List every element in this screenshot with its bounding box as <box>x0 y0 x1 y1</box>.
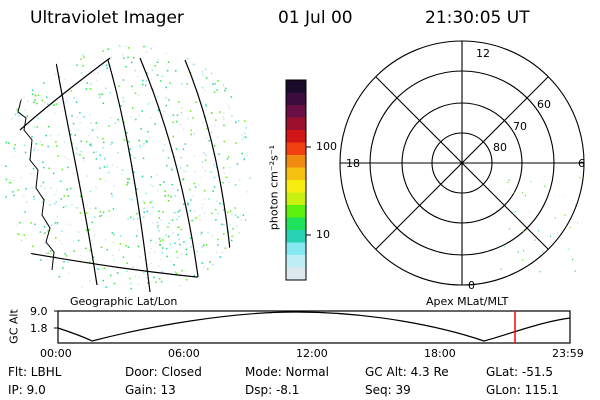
status-ip: IP: 9.0 <box>8 383 46 397</box>
mlat-label-70: 70 <box>513 120 527 133</box>
parallel-line <box>9 249 251 283</box>
mlt-label-18: 18 <box>346 157 360 170</box>
status-dsp: Dsp: -8.1 <box>245 383 300 397</box>
mlt-label-12: 12 <box>476 47 490 60</box>
meridian-line <box>55 61 98 286</box>
status-gc-alt: GC Alt: 4.3 Re <box>365 365 449 379</box>
header-time: 21:30:05 UT <box>425 8 530 28</box>
colorbar-unit-label: photon cm⁻²s⁻¹ <box>267 144 281 231</box>
parallel-line <box>19 57 111 131</box>
altitude-curve <box>57 311 571 342</box>
colorbar-tick-100: 100 <box>316 140 337 153</box>
coastline <box>15 89 55 271</box>
mlat-label-80: 80 <box>493 141 507 154</box>
orbit-x-tick: 12:00 <box>296 347 328 360</box>
orbit-y-tick-9: 9.0 <box>30 305 48 318</box>
orbit-x-tick: 23:59 <box>552 347 584 360</box>
apex-polar-plot <box>339 40 585 286</box>
orbit-y-label: GC Alt <box>7 309 21 344</box>
mlat-label-60: 60 <box>537 98 551 111</box>
status-glon: GLon: 115.1 <box>486 383 559 397</box>
orbit-x-tick: 18:00 <box>424 347 456 360</box>
meridian-line <box>107 59 151 293</box>
colorbar-tick-10: 10 <box>316 228 330 241</box>
header-date: 01 Jul 00 <box>278 8 353 28</box>
status-gain: Gain: 13 <box>125 383 176 397</box>
mlt-label-0: 0 <box>468 279 475 292</box>
meridian-line <box>184 59 233 271</box>
mlt-label-6: 6 <box>578 157 585 170</box>
geographic-map <box>5 45 251 293</box>
status-filter: Flt: LBHL <box>8 365 62 379</box>
orbit-y-tick-1-8: 1.8 <box>30 322 48 335</box>
status-door: Door: Closed <box>125 365 202 379</box>
orbit-x-tick: 06:00 <box>168 347 200 360</box>
orbit-x-tick: 00:00 <box>40 347 72 360</box>
color-scale-bar <box>285 79 311 281</box>
polar-emission-speckles <box>500 175 581 273</box>
status-seq: Seq: 39 <box>365 383 411 397</box>
status-glat: GLat: -51.5 <box>486 365 553 379</box>
meridian-line <box>139 57 201 293</box>
uv-emission-speckles <box>5 45 251 292</box>
instrument-title: Ultraviolet Imager <box>30 8 184 28</box>
orbit-altitude-plot <box>54 310 571 344</box>
geo-panel-label: Geographic Lat/Lon <box>70 295 178 308</box>
status-mode: Mode: Normal <box>245 365 329 379</box>
polar-panel-label: Apex MLat/MLT <box>426 295 509 308</box>
